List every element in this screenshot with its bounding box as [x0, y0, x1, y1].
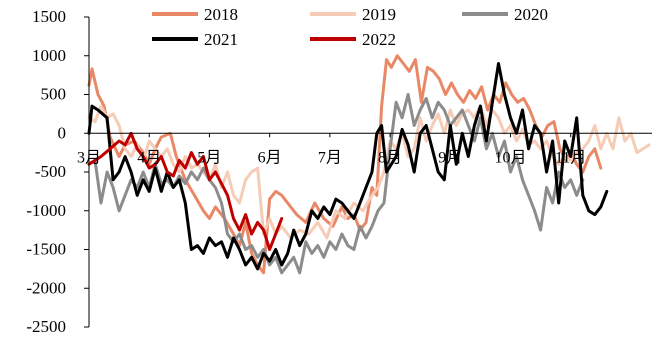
series-lines [87, 54, 651, 275]
y-tick-label: 1000 [32, 46, 66, 65]
y-tick-label: -2000 [26, 278, 66, 297]
y-tick-label: 500 [41, 85, 67, 104]
x-tick-label: 7月 [318, 149, 342, 166]
legend-label-2018: 2018 [204, 5, 238, 24]
y-tick-label: -1500 [26, 240, 66, 259]
y-tick-label: 1500 [32, 7, 66, 26]
x-tick-label: 4月 [137, 149, 161, 166]
y-tick-label: 0 [58, 123, 67, 142]
legend-label-2020: 2020 [514, 5, 548, 24]
x-tick-label: 5月 [197, 149, 221, 166]
series-line-2021 [87, 62, 609, 271]
legend-label-2021: 2021 [204, 30, 238, 49]
x-ticks: 3月 4月 5月 6月 7月 8月 9月 10月 11月 [77, 133, 586, 166]
y-ticks: 1500 1000 500 0 -500 -1000 -1500 -2000 -2500 [26, 7, 89, 336]
series-line-2019 [87, 104, 651, 240]
x-tick-label: 10月 [494, 149, 526, 166]
y-tick-label: -1000 [26, 201, 66, 220]
x-tick-label: 8月 [378, 149, 402, 166]
x-tick-label: 6月 [258, 149, 282, 166]
x-tick-label: 3月 [77, 149, 101, 166]
x-tick-label: 11月 [555, 149, 586, 166]
legend-label-2022: 2022 [362, 30, 396, 49]
y-tick-label: -2500 [26, 317, 66, 336]
y-tick-label: -500 [35, 162, 66, 181]
legend-label-2019: 2019 [362, 5, 396, 24]
x-tick-label: 9月 [438, 149, 462, 166]
legend: 2018 2019 2020 2021 2022 [152, 5, 548, 49]
